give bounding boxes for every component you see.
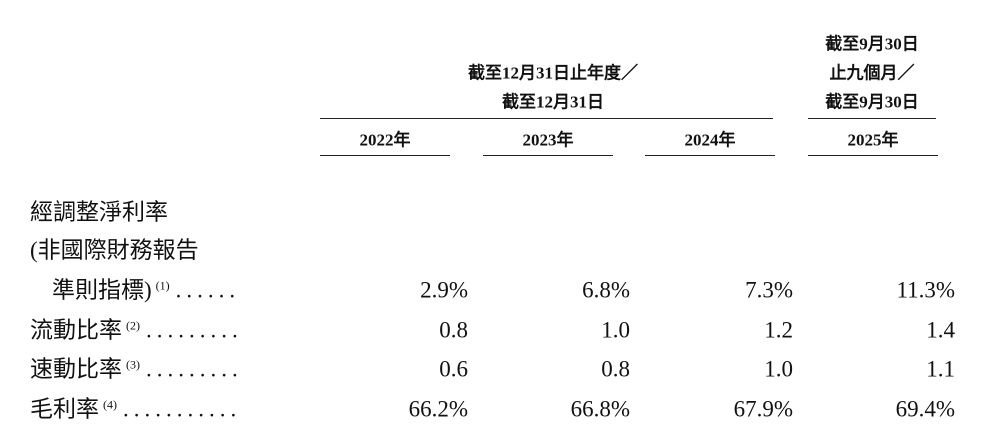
- label-text: 經調整淨利率: [30, 199, 168, 225]
- column-group-heading: 截至12月31日止年度／: [468, 63, 638, 83]
- cell-value: 1.0: [764, 356, 793, 382]
- row-label: (非國際財務報告: [30, 239, 199, 262]
- year-rule: [808, 155, 938, 156]
- column-group-heading: 截至9月30日: [825, 92, 919, 112]
- footnote-marker: (1): [155, 278, 170, 293]
- cell-value: 1.1: [926, 356, 955, 382]
- column-group-heading: 截至12月31日: [502, 92, 604, 112]
- label-text: 毛利率: [30, 396, 99, 422]
- cell-value: 66.8%: [570, 396, 630, 422]
- year-rule: [645, 155, 775, 156]
- cell-value: 0.6: [439, 356, 468, 382]
- cell-value: 67.9%: [733, 396, 793, 422]
- dot-leader: ...........: [123, 396, 242, 422]
- header-rule: [320, 118, 773, 119]
- cell-value: 1.4: [926, 317, 955, 343]
- cell-value: 7.3%: [745, 277, 793, 303]
- row-label: 毛利率 (4)...........: [30, 398, 241, 421]
- cell-value: 1.2: [764, 317, 793, 343]
- cell-value: 2.9%: [420, 277, 468, 303]
- year-rule: [483, 155, 613, 156]
- year-heading: 2025年: [847, 130, 899, 150]
- row-label: 準則指標) (1)......: [52, 279, 240, 302]
- cell-value: 11.3%: [896, 277, 955, 303]
- label-text: (非國際財務報告: [30, 237, 199, 263]
- column-group-heading: 截至9月30日: [825, 34, 919, 54]
- dot-leader: ......: [175, 277, 241, 303]
- cell-value: 0.8: [601, 356, 630, 382]
- dot-leader: .........: [146, 317, 243, 343]
- cell-value: 66.2%: [408, 396, 468, 422]
- cell-value: 1.0: [601, 317, 630, 343]
- cell-value: 0.8: [439, 317, 468, 343]
- label-text: 速動比率: [30, 356, 122, 382]
- label-text: 流動比率: [30, 317, 122, 343]
- header-rule: [808, 118, 936, 119]
- row-label: 速動比率 (3).........: [30, 358, 243, 381]
- row-label: 經調整淨利率: [30, 201, 168, 224]
- year-heading: 2024年: [684, 130, 736, 150]
- label-text: 準則指標): [52, 277, 152, 303]
- cell-value: 69.4%: [895, 396, 955, 422]
- row-label: 流動比率 (2).........: [30, 319, 243, 342]
- year-heading: 2023年: [522, 130, 574, 150]
- footnote-marker: (3): [126, 357, 140, 372]
- column-group-heading: 止九個月／: [829, 63, 915, 83]
- dot-leader: .........: [146, 356, 243, 382]
- year-heading: 2022年: [359, 130, 411, 150]
- footnote-marker: (4): [103, 397, 117, 412]
- footnote-marker: (2): [126, 318, 140, 333]
- year-rule: [320, 155, 450, 156]
- cell-value: 6.8%: [582, 277, 630, 303]
